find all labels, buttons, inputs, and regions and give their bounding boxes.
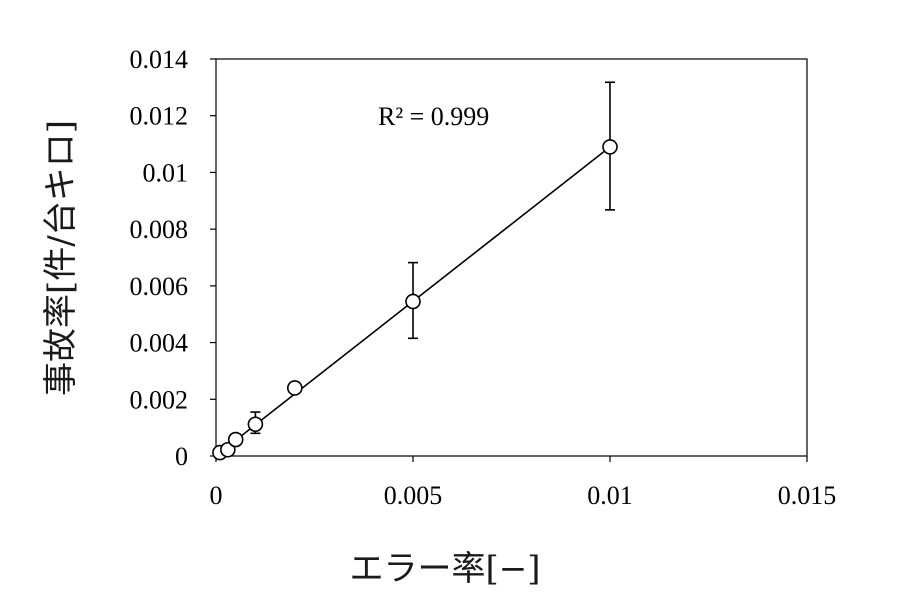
y-tick-label: 0.012 (130, 102, 189, 131)
y-tick-label: 0.008 (130, 215, 189, 244)
x-tick-label: 0.005 (384, 481, 443, 510)
x-tick-label: 0.01 (587, 481, 633, 510)
y-tick-label: 0 (175, 442, 188, 471)
r-squared-annotation: R² = 0.999 (378, 102, 489, 131)
data-point (227, 431, 244, 448)
y-axis-ticks: 0 0.002 0.004 0.006 0.008 0.01 0.012 0.014 (130, 45, 216, 471)
y-tick-label: 0.004 (130, 329, 189, 358)
y-axis-title: 事故率[件/台キロ] (41, 120, 81, 396)
data-point (602, 139, 618, 155)
data-point (286, 380, 303, 396)
y-tick-label: 0.006 (130, 272, 189, 301)
data-points-group (212, 139, 618, 461)
y-tick-label: 0.01 (143, 158, 189, 187)
x-axis-ticks: 0 0.005 0.01 0.015 (210, 456, 837, 510)
y-tick-label: 0.014 (130, 45, 189, 74)
data-point (405, 293, 421, 310)
y-tick-label: 0.002 (130, 385, 189, 414)
x-tick-label: 0 (210, 481, 223, 510)
x-tick-label: 0.015 (778, 481, 837, 510)
data-point (220, 441, 236, 458)
plot-area-frame (215, 58, 808, 457)
x-axis-title: エラー率[−] (349, 549, 540, 589)
data-point (247, 416, 264, 433)
